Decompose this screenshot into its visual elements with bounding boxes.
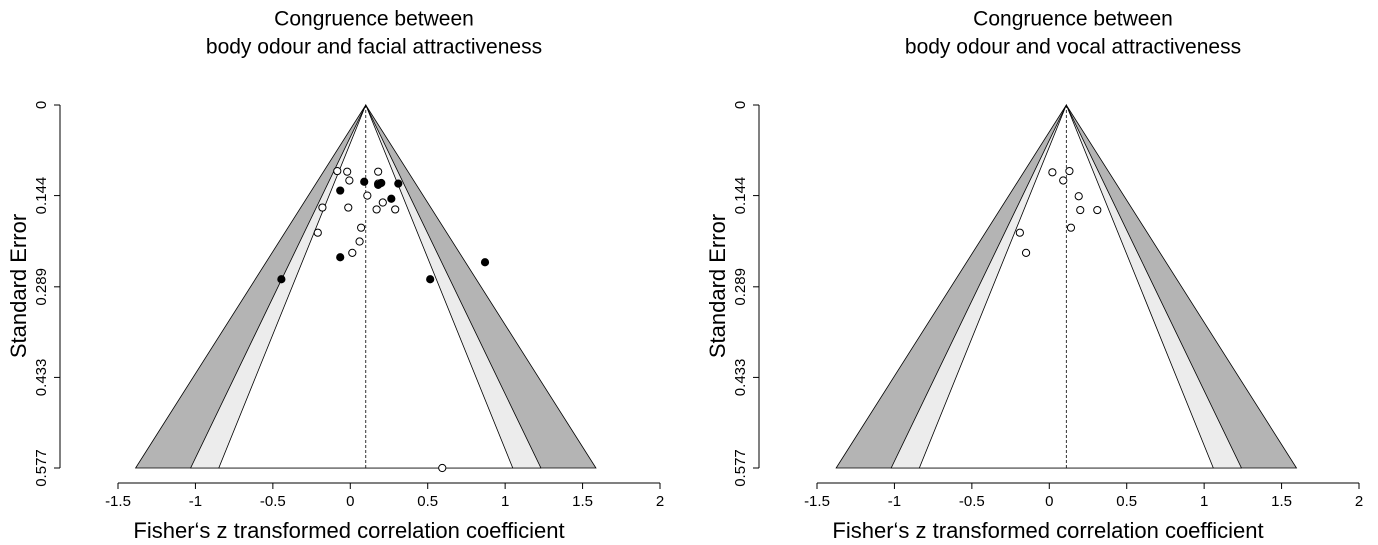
study-point <box>348 248 357 257</box>
x-axis-label: Fisher‘s z transformed correlation coeff… <box>832 518 1263 543</box>
y-tick-label: 0 <box>33 101 50 109</box>
x-tick-label: 0.5 <box>1116 493 1137 510</box>
study-point <box>345 176 354 185</box>
study-point <box>360 177 369 186</box>
chart-title: body odour and facial attractiveness <box>206 36 542 59</box>
y-tick-label: 0.577 <box>732 449 749 487</box>
study-point <box>438 463 447 473</box>
study-point <box>355 237 364 246</box>
study-point <box>336 186 345 195</box>
study-point <box>1015 228 1024 237</box>
study-point <box>343 167 352 176</box>
study-point <box>357 223 366 232</box>
study-point <box>426 275 435 284</box>
y-axis-label: Standard Error <box>6 214 31 358</box>
y-tick-label: 0.144 <box>33 177 50 215</box>
x-tick-label: 2 <box>1355 493 1363 510</box>
study-point <box>1021 248 1031 257</box>
x-tick-label: -0.5 <box>959 493 985 510</box>
chart-title: Congruence between <box>274 8 474 31</box>
y-tick-label: 0.433 <box>732 359 749 397</box>
y-tick-label: 0.577 <box>33 449 50 487</box>
x-tick-label: 0 <box>346 493 354 510</box>
study-point <box>391 205 400 214</box>
y-axis-label: Standard Error <box>705 214 730 358</box>
chart-title: Congruence between <box>973 8 1173 31</box>
study-point <box>1076 205 1085 215</box>
x-tick-label: -1 <box>189 493 202 510</box>
study-point <box>374 167 383 176</box>
chart-title: body odour and vocal attractiveness <box>905 36 1241 59</box>
study-point <box>1065 166 1074 176</box>
study-point <box>277 275 286 284</box>
x-tick-label: 1 <box>1200 493 1208 510</box>
y-tick-label: 0.433 <box>33 359 50 397</box>
x-tick-label: 2 <box>656 493 664 510</box>
study-point <box>372 205 381 214</box>
study-point <box>1066 223 1076 232</box>
study-point <box>387 194 396 203</box>
study-point <box>1048 168 1057 177</box>
study-point <box>344 203 353 212</box>
study-point <box>318 203 327 212</box>
study-point <box>333 166 342 176</box>
study-point <box>480 258 490 267</box>
y-tick-label: 0.289 <box>732 268 749 306</box>
x-tick-label: 1.5 <box>1271 493 1292 510</box>
study-point <box>363 191 372 200</box>
study-point <box>1074 192 1083 201</box>
study-point <box>1093 205 1102 215</box>
x-tick-label: 0.5 <box>417 493 438 510</box>
x-tick-label: 1 <box>501 493 509 510</box>
x-tick-label: -1.5 <box>804 493 830 510</box>
x-tick-label: -0.5 <box>260 493 286 510</box>
y-tick-label: 0.289 <box>33 268 50 306</box>
y-tick-label: 0.144 <box>732 177 749 215</box>
x-tick-label: 1.5 <box>572 493 593 510</box>
study-point <box>377 178 386 188</box>
x-tick-label: 0 <box>1045 493 1053 510</box>
y-tick-label: 0 <box>732 101 749 109</box>
study-point <box>313 228 322 237</box>
x-axis-label: Fisher‘s z transformed correlation coeff… <box>133 518 564 543</box>
x-tick-label: -1.5 <box>105 493 131 510</box>
study-point <box>378 198 387 207</box>
study-point <box>1059 176 1068 185</box>
study-point <box>394 179 403 188</box>
x-tick-label: -1 <box>888 493 901 510</box>
study-point <box>336 253 345 262</box>
